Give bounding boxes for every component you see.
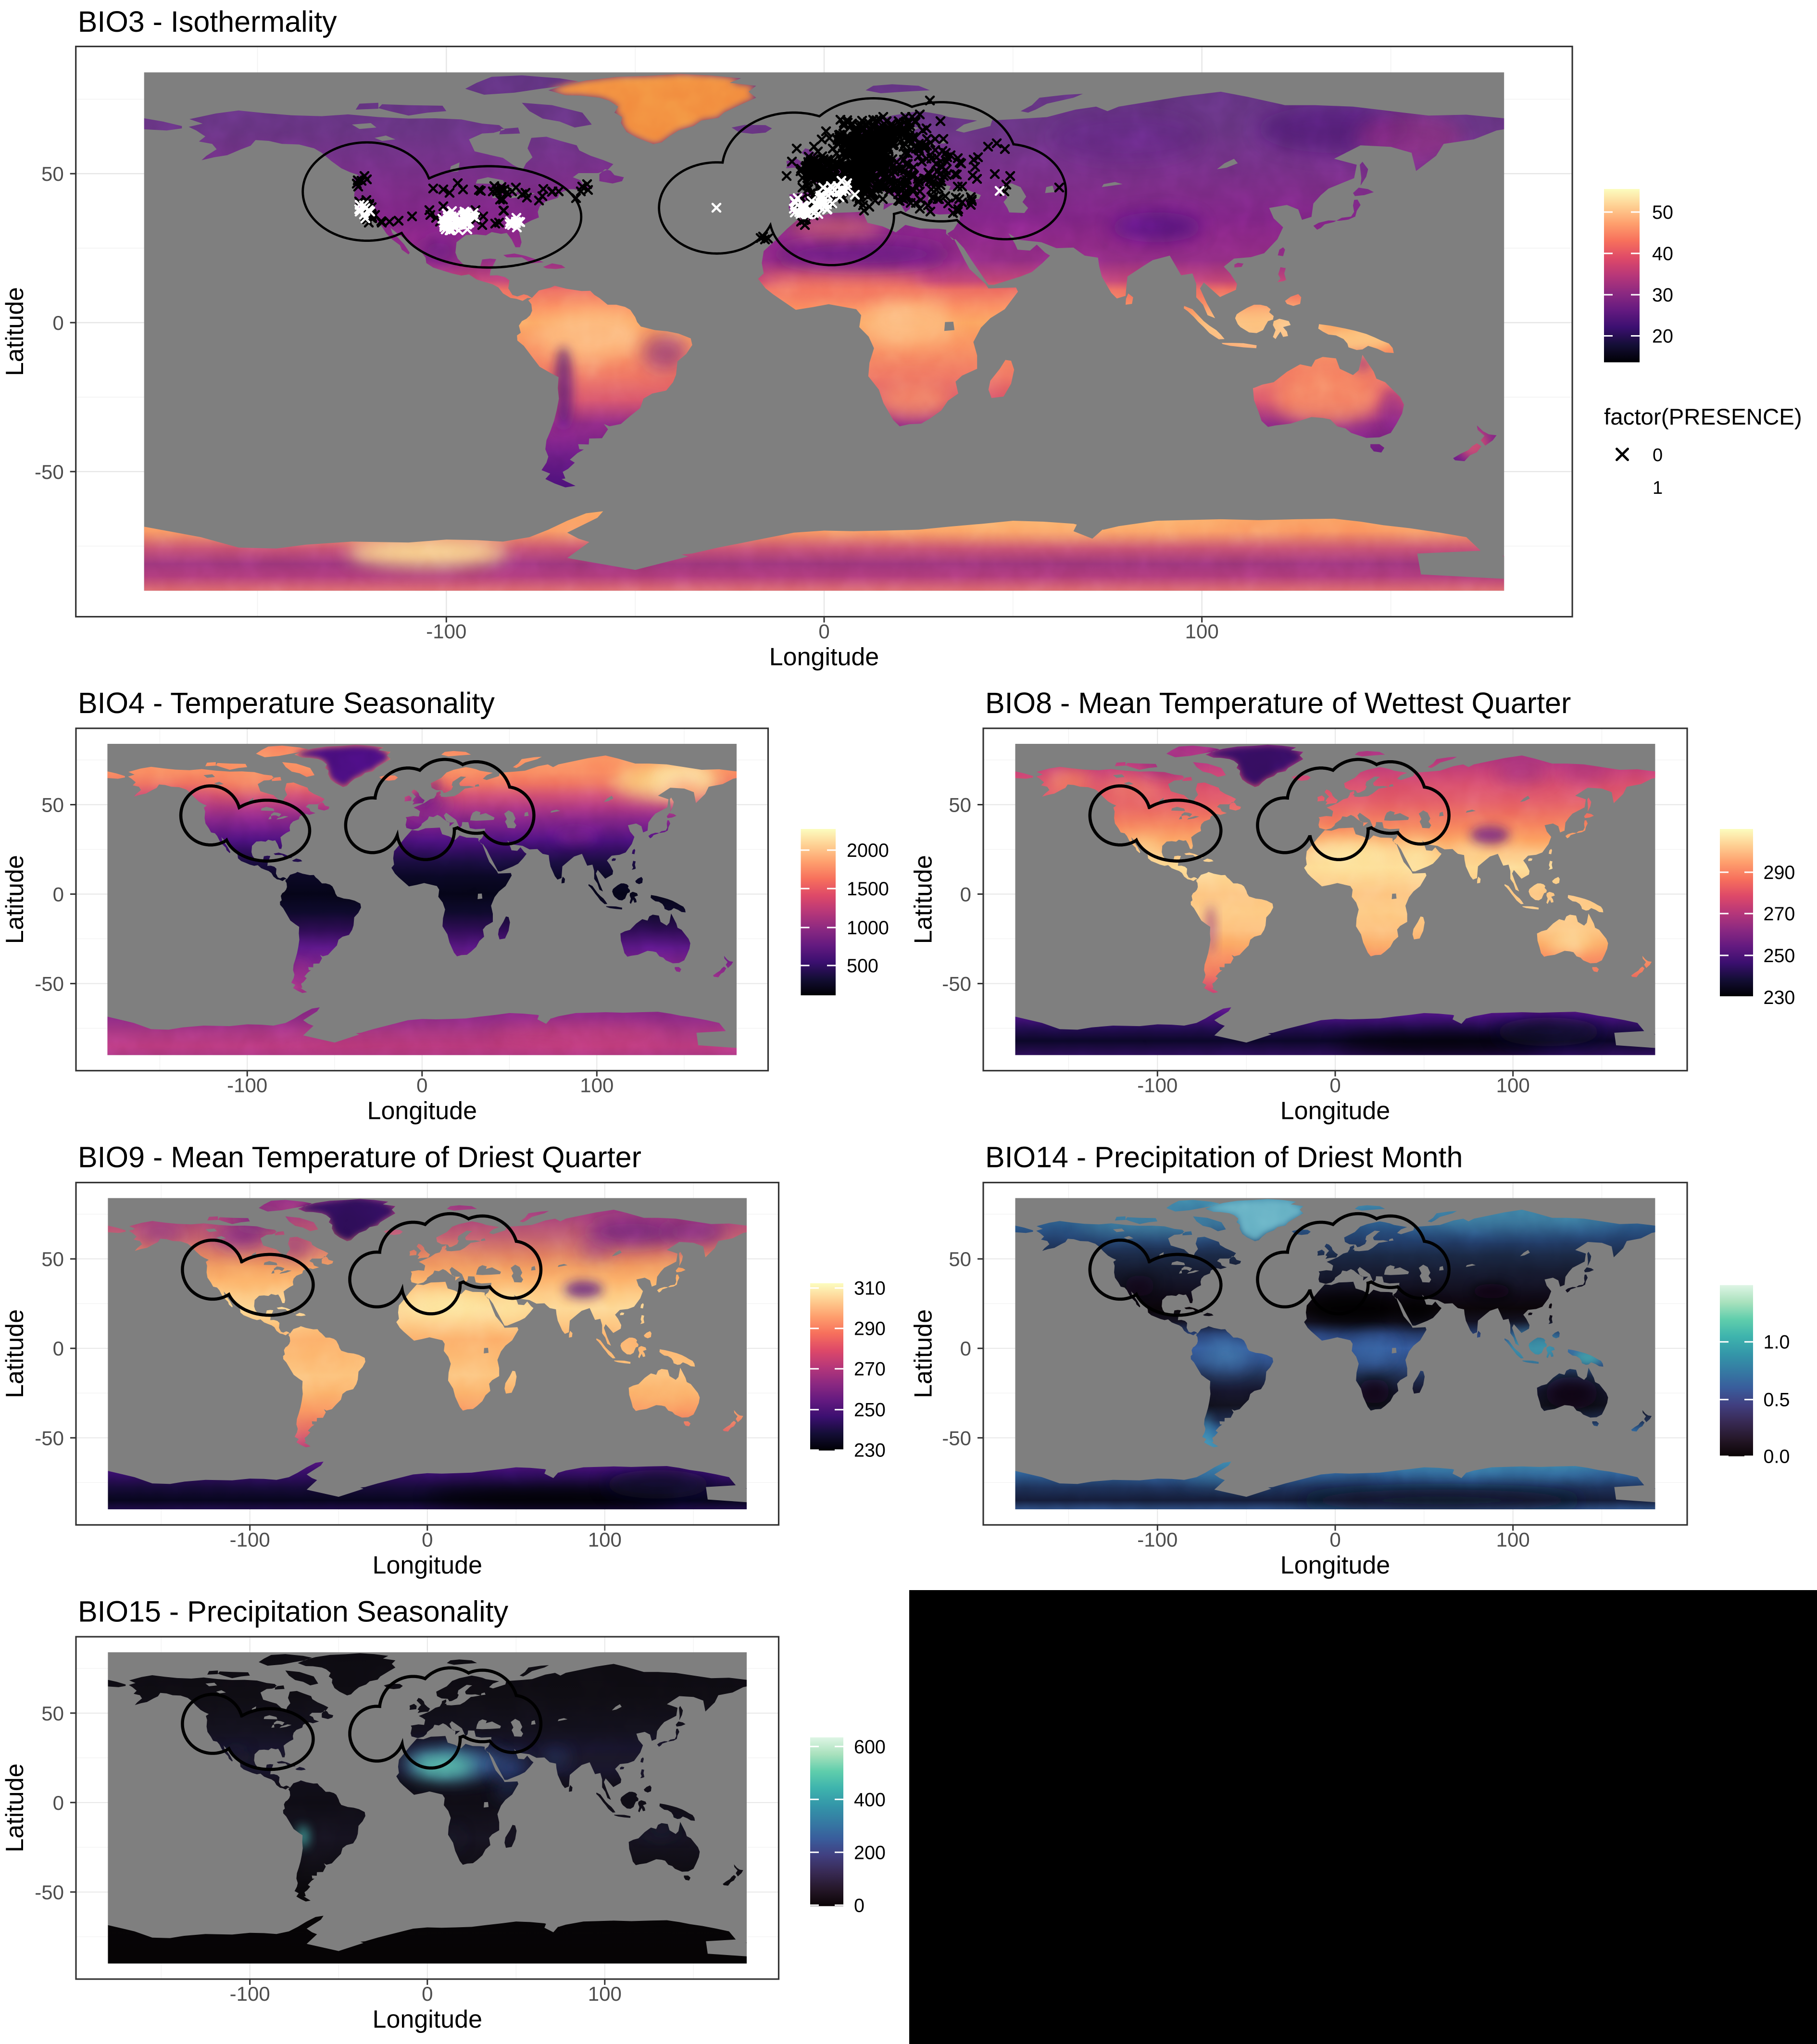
svg-text:0: 0 xyxy=(818,620,829,643)
svg-text:BIO15 - Precipitation Seasonal: BIO15 - Precipitation Seasonality xyxy=(78,1595,509,1628)
svg-text:-100: -100 xyxy=(1137,1074,1178,1097)
svg-text:-50: -50 xyxy=(942,973,971,995)
svg-text:-100: -100 xyxy=(230,1982,270,2005)
svg-text:50: 50 xyxy=(41,1248,64,1270)
svg-text:-100: -100 xyxy=(230,1528,270,1551)
svg-text:-100: -100 xyxy=(227,1074,267,1097)
svg-text:0.5: 0.5 xyxy=(1764,1390,1790,1411)
svg-text:0: 0 xyxy=(422,1528,433,1551)
svg-text:250: 250 xyxy=(1764,945,1795,966)
svg-text:-50: -50 xyxy=(35,1881,64,1904)
svg-text:Latitude: Latitude xyxy=(910,1309,938,1398)
svg-text:100: 100 xyxy=(588,1528,622,1551)
svg-text:0: 0 xyxy=(53,883,64,906)
svg-text:0: 0 xyxy=(422,1982,433,2005)
svg-text:0: 0 xyxy=(960,1337,971,1360)
svg-text:Longitude: Longitude xyxy=(367,1097,477,1125)
svg-text:230: 230 xyxy=(854,1440,886,1461)
svg-text:100: 100 xyxy=(1185,620,1219,643)
svg-text:0.0: 0.0 xyxy=(1764,1446,1790,1467)
svg-text:-50: -50 xyxy=(35,973,64,995)
svg-text:-50: -50 xyxy=(35,461,64,483)
svg-text:1: 1 xyxy=(1653,478,1663,498)
svg-text:-100: -100 xyxy=(1137,1528,1178,1551)
svg-text:1.0: 1.0 xyxy=(1764,1332,1790,1353)
svg-text:290: 290 xyxy=(854,1318,886,1340)
svg-text:factor(PRESENCE): factor(PRESENCE) xyxy=(1604,404,1802,430)
svg-text:-50: -50 xyxy=(35,1427,64,1449)
svg-text:250: 250 xyxy=(854,1400,886,1421)
svg-text:50: 50 xyxy=(1652,202,1673,223)
svg-text:0: 0 xyxy=(1329,1074,1341,1097)
svg-text:20: 20 xyxy=(1652,326,1673,347)
svg-text:1000: 1000 xyxy=(847,917,889,939)
svg-text:200: 200 xyxy=(854,1842,886,1863)
svg-text:50: 50 xyxy=(41,794,64,816)
svg-text:50: 50 xyxy=(41,163,64,185)
svg-text:0: 0 xyxy=(53,1792,64,1814)
svg-text:Longitude: Longitude xyxy=(373,1551,482,1579)
svg-text:Longitude: Longitude xyxy=(373,2006,482,2033)
svg-text:Longitude: Longitude xyxy=(1280,1551,1390,1579)
svg-text:0: 0 xyxy=(1653,445,1663,465)
svg-text:BIO9 - Mean Temperature of Dri: BIO9 - Mean Temperature of Driest Quarte… xyxy=(78,1141,641,1174)
svg-text:100: 100 xyxy=(580,1074,614,1097)
svg-text:Latitude: Latitude xyxy=(1,1763,29,1852)
svg-text:Latitude: Latitude xyxy=(1,855,29,944)
svg-text:400: 400 xyxy=(854,1789,886,1810)
svg-text:50: 50 xyxy=(41,1702,64,1725)
svg-text:500: 500 xyxy=(847,955,878,977)
svg-text:-100: -100 xyxy=(426,620,466,643)
svg-text:270: 270 xyxy=(854,1359,886,1380)
svg-text:Latitude: Latitude xyxy=(910,855,938,944)
svg-text:600: 600 xyxy=(854,1736,886,1757)
svg-text:30: 30 xyxy=(1652,285,1673,306)
svg-text:0: 0 xyxy=(416,1074,427,1097)
svg-text:0: 0 xyxy=(1329,1528,1341,1551)
svg-text:Latitude: Latitude xyxy=(1,287,29,376)
svg-text:Longitude: Longitude xyxy=(769,643,879,671)
svg-text:40: 40 xyxy=(1652,243,1673,264)
svg-text:2000: 2000 xyxy=(847,840,889,861)
svg-text:50: 50 xyxy=(949,794,971,816)
svg-text:100: 100 xyxy=(588,1982,622,2005)
svg-text:0: 0 xyxy=(53,1337,64,1360)
svg-text:50: 50 xyxy=(949,1248,971,1270)
svg-text:-50: -50 xyxy=(942,1427,971,1449)
svg-text:BIO4 - Temperature Seasonality: BIO4 - Temperature Seasonality xyxy=(78,687,495,719)
svg-text:0: 0 xyxy=(960,883,971,906)
svg-text:100: 100 xyxy=(1496,1074,1530,1097)
svg-text:BIO3 - Isothermality: BIO3 - Isothermality xyxy=(78,5,337,38)
svg-text:BIO14 - Precipitation of Dries: BIO14 - Precipitation of Driest Month xyxy=(985,1141,1463,1174)
svg-text:230: 230 xyxy=(1764,987,1795,1008)
svg-text:Longitude: Longitude xyxy=(1280,1097,1390,1125)
svg-text:Latitude: Latitude xyxy=(1,1309,29,1398)
svg-text:100: 100 xyxy=(1496,1528,1530,1551)
svg-text:310: 310 xyxy=(854,1278,886,1299)
svg-text:BIO8 - Mean Temperature of Wet: BIO8 - Mean Temperature of Wettest Quart… xyxy=(985,687,1571,719)
svg-text:290: 290 xyxy=(1764,862,1795,883)
svg-text:0: 0 xyxy=(854,1895,865,1916)
svg-text:0: 0 xyxy=(52,312,63,334)
svg-text:270: 270 xyxy=(1764,903,1795,925)
svg-text:1500: 1500 xyxy=(847,878,889,900)
